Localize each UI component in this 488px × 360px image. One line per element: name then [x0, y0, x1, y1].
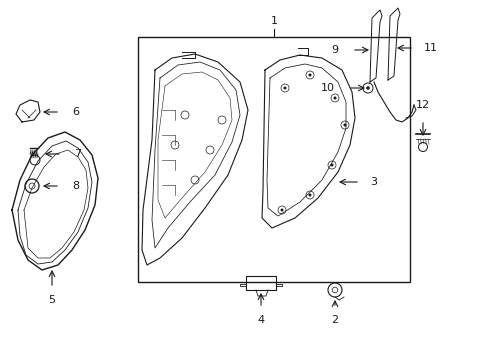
Circle shape — [283, 86, 286, 90]
Circle shape — [330, 163, 333, 166]
Text: 3: 3 — [369, 177, 376, 187]
Circle shape — [280, 208, 283, 212]
Text: 10: 10 — [320, 83, 334, 93]
Text: 2: 2 — [331, 315, 338, 325]
Text: 7: 7 — [74, 149, 81, 159]
Text: 9: 9 — [330, 45, 337, 55]
Bar — [138, 37, 409, 282]
Text: 12: 12 — [415, 100, 429, 110]
Text: 8: 8 — [72, 181, 79, 191]
Circle shape — [333, 96, 336, 99]
Text: 1: 1 — [270, 16, 277, 26]
Circle shape — [308, 73, 311, 77]
Text: 6: 6 — [72, 107, 79, 117]
Circle shape — [343, 123, 346, 126]
Text: 5: 5 — [48, 295, 55, 305]
Circle shape — [366, 86, 369, 90]
Text: 4: 4 — [257, 315, 264, 325]
Circle shape — [308, 194, 311, 197]
Text: 11: 11 — [423, 43, 437, 53]
Bar — [245, 276, 275, 290]
